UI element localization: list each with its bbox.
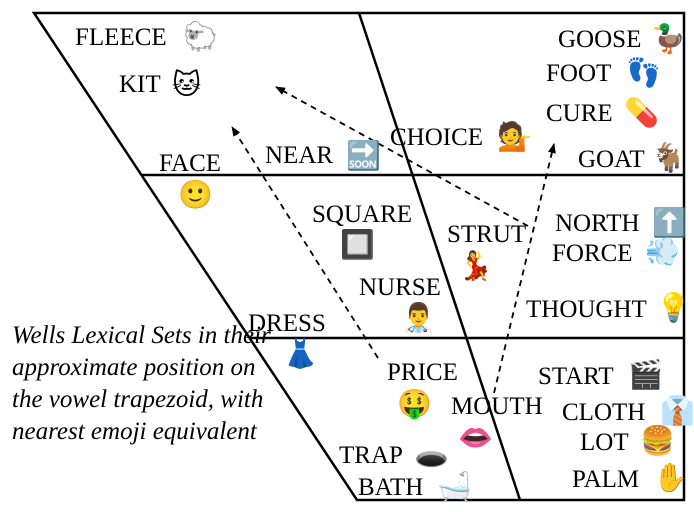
diagram-caption: Wells Lexical Sets in their approximate …	[12, 322, 271, 445]
label-thought: THOUGHT	[526, 296, 647, 323]
label-fleece: FLEECE	[75, 24, 167, 51]
arrow-price-to-kit	[231, 126, 379, 359]
label-choice: CHOICE	[390, 124, 484, 151]
bathtub-icon: 🛁	[437, 470, 472, 503]
smiling-face-icon: 🙂	[178, 178, 213, 211]
necktie-icon: 👔	[660, 394, 694, 427]
goat-icon: 🐐	[651, 141, 686, 174]
label-trap: TRAP	[339, 442, 403, 469]
label-force: FORCE	[552, 240, 633, 267]
duck-icon: 🦆	[651, 22, 686, 55]
label-goose: GOOSE	[558, 26, 642, 53]
hamburger-icon: 🍔	[640, 424, 675, 457]
pill-icon: 💊	[624, 96, 659, 129]
square-button-icon: 🔲	[340, 228, 375, 261]
label-price: PRICE	[387, 359, 458, 386]
label-palm: PALM	[572, 466, 640, 493]
label-start: START	[538, 363, 614, 390]
health-worker-icon: 👨‍⚕️	[401, 301, 436, 334]
light-bulb-icon: 💡	[656, 291, 691, 324]
label-goat: GOAT	[578, 146, 645, 173]
label-kit: KIT	[119, 71, 161, 98]
arrow-choice-to-kit	[275, 86, 529, 227]
trapezoid-outline	[31, 11, 686, 502]
label-lot: LOT	[580, 429, 629, 456]
central-divider	[357, 12, 522, 501]
arrow-mouth-to-cure	[493, 143, 556, 394]
label-cloth: CLOTH	[562, 399, 646, 426]
label-near: NEAR	[265, 142, 334, 169]
money-mouth-face-icon: 🤑	[397, 387, 432, 420]
label-dress: DRESS	[248, 310, 326, 337]
label-mouth: MOUTH	[451, 393, 543, 420]
lips-icon: 👄	[458, 421, 493, 454]
label-foot: FOOT	[546, 60, 612, 87]
label-strut: STRUT	[447, 221, 527, 248]
dash-wind-icon: 💨	[645, 235, 680, 268]
dancer-icon: 💃	[458, 249, 493, 282]
dress-icon: 👗	[283, 337, 318, 370]
label-north: NORTH	[555, 210, 640, 237]
label-square: SQUARE	[312, 201, 413, 228]
footprints-icon: 👣	[626, 56, 661, 89]
raised-hand-icon: ✋	[653, 461, 688, 494]
label-face: FACE	[159, 150, 222, 177]
person-tipping-hand-icon: 💁	[497, 120, 532, 153]
label-nurse: NURSE	[359, 274, 441, 301]
clapper-board-icon: 🎬	[628, 358, 663, 391]
label-cure: CURE	[546, 100, 613, 127]
hole-icon: 🕳️	[414, 438, 449, 471]
sheep-icon: 🐑	[183, 20, 218, 53]
cat-face-icon: 🐱	[172, 68, 202, 101]
label-bath: BATH	[358, 474, 424, 501]
soon-arrow-icon: 🔜	[346, 139, 381, 172]
up-arrow-icon: ⬆️	[652, 206, 687, 239]
